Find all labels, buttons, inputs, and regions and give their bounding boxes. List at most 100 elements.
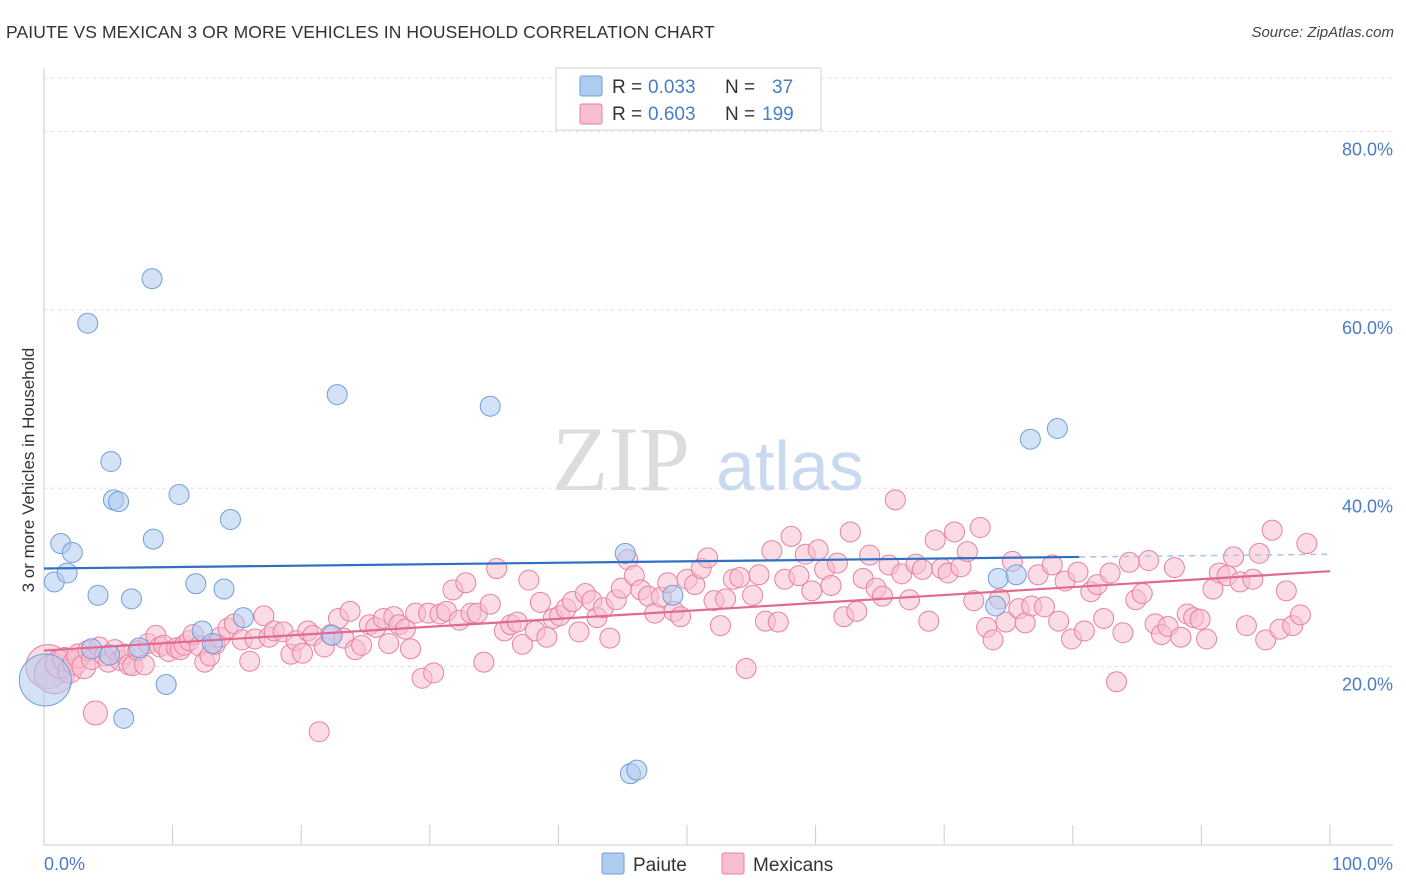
data-point-mexicans — [1223, 546, 1245, 568]
data-point-mexicans — [455, 572, 477, 594]
data-point-paiute — [1019, 428, 1041, 450]
data-point-mexicans — [924, 529, 946, 551]
data-point-mexicans — [801, 580, 823, 602]
data-point-mexicans — [820, 574, 842, 596]
data-point-mexicans — [697, 547, 719, 569]
data-point-paiute — [185, 573, 207, 595]
data-point-paiute — [87, 584, 109, 606]
data-point-paiute — [128, 637, 150, 659]
data-point-paiute — [168, 483, 190, 505]
data-point-paiute — [113, 707, 135, 729]
data-point-mexicans — [788, 565, 810, 587]
paiute-legend-swatch — [579, 75, 603, 97]
data-point-paiute — [56, 562, 78, 584]
data-point-paiute — [77, 312, 99, 334]
data-point-mexicans — [748, 564, 770, 586]
data-point-mexicans — [1073, 620, 1095, 642]
data-point-paiute — [120, 588, 142, 610]
data-point-mexicans — [1093, 607, 1115, 629]
data-point-paiute — [219, 508, 241, 530]
watermark-atlas: atlas — [716, 427, 864, 505]
data-point-mexicans — [1163, 557, 1185, 579]
data-point-paiute — [232, 607, 254, 629]
data-point-paiute — [662, 584, 684, 606]
data-point-paiute — [100, 451, 122, 472]
legend-label-mexicans: Mexicans — [753, 855, 833, 876]
data-point-mexicans — [884, 489, 906, 511]
data-point-mexicans — [761, 540, 783, 562]
data-point-mexicans — [473, 651, 495, 673]
source-label: Source: ZipAtlas.com — [1251, 24, 1394, 41]
data-point-mexicans — [1255, 629, 1277, 651]
data-point-paiute — [201, 632, 223, 654]
paiute-n-label: N = — [725, 77, 755, 98]
y-tick-label: 40.0% — [1342, 496, 1393, 516]
data-point-mexicans — [918, 610, 940, 632]
data-point-paiute — [18, 653, 72, 707]
x-tick-label-right: 100.0% — [1332, 854, 1393, 874]
mexicans-n-value: 199 — [762, 104, 794, 125]
data-point-mexicans — [911, 558, 933, 580]
data-point-mexicans — [767, 611, 789, 633]
series-legend: Paiute Mexicans — [601, 852, 833, 876]
data-point-mexicans — [859, 544, 881, 566]
x-tick-labels: 0.0% 100.0% — [44, 854, 1393, 874]
data-point-paiute — [1046, 418, 1068, 440]
mexicans-legend-swatch — [579, 103, 603, 125]
data-point-mexicans — [1196, 628, 1218, 650]
data-point-mexicans — [378, 632, 400, 654]
data-points — [18, 268, 1318, 785]
data-point-mexicans — [780, 525, 802, 547]
data-point-mexicans — [846, 600, 868, 622]
data-point-paiute — [142, 528, 164, 550]
data-point-mexicans — [599, 627, 621, 649]
data-point-paiute — [99, 644, 121, 666]
stats-legend: R = 0.033 N = 37 R = 0.603 N = 199 — [555, 67, 822, 131]
data-point-mexicans — [351, 634, 373, 656]
y-tick-label: 20.0% — [1342, 675, 1393, 695]
data-point-mexicans — [239, 650, 261, 672]
watermark-zip: ZIP — [552, 408, 690, 510]
data-point-mexicans — [1034, 596, 1056, 618]
data-point-paiute — [626, 759, 648, 781]
data-point-mexicans — [1048, 610, 1070, 632]
data-point-mexicans — [956, 541, 978, 563]
mexicans-r-value: 0.603 — [648, 104, 696, 125]
data-point-mexicans — [742, 584, 764, 606]
data-point-mexicans — [735, 657, 757, 679]
data-point-mexicans — [529, 591, 551, 613]
data-point-mexicans — [1261, 519, 1283, 541]
data-point-mexicans — [1067, 561, 1089, 583]
trend-line-paiute — [43, 555, 1080, 570]
watermark: ZIP atlas — [552, 408, 864, 510]
data-point-mexicans — [729, 566, 751, 588]
data-point-mexicans — [715, 588, 737, 610]
data-point-mexicans — [568, 621, 590, 643]
data-point-mexicans — [1242, 568, 1264, 590]
data-point-mexicans — [400, 638, 422, 660]
trend-line-mexicans — [43, 570, 1331, 652]
data-point-paiute — [141, 268, 163, 290]
data-point-mexicans — [1099, 562, 1121, 584]
data-point-mexicans — [1235, 615, 1257, 637]
data-point-mexicans — [536, 626, 558, 648]
data-point-mexicans — [963, 590, 985, 612]
data-point-mexicans — [1106, 671, 1128, 693]
data-point-mexicans — [871, 585, 893, 607]
data-point-mexicans — [1248, 542, 1270, 564]
data-point-mexicans — [486, 558, 508, 580]
data-point-mexicans — [511, 633, 533, 655]
data-point-paiute — [1005, 564, 1027, 586]
paiute-r-label: R = — [612, 77, 642, 98]
data-point-mexicans — [826, 552, 848, 574]
gridlines — [44, 77, 1393, 668]
data-point-mexicans — [709, 615, 731, 637]
data-point-paiute — [61, 541, 83, 563]
data-point-paiute — [326, 384, 348, 406]
data-point-paiute — [614, 542, 636, 564]
legend-swatch-mexicans — [721, 852, 745, 875]
data-point-mexicans — [253, 605, 275, 627]
chart-title: PAIUTE VS MEXICAN 3 OR MORE VEHICLES IN … — [6, 22, 715, 42]
data-point-mexicans — [479, 593, 501, 615]
